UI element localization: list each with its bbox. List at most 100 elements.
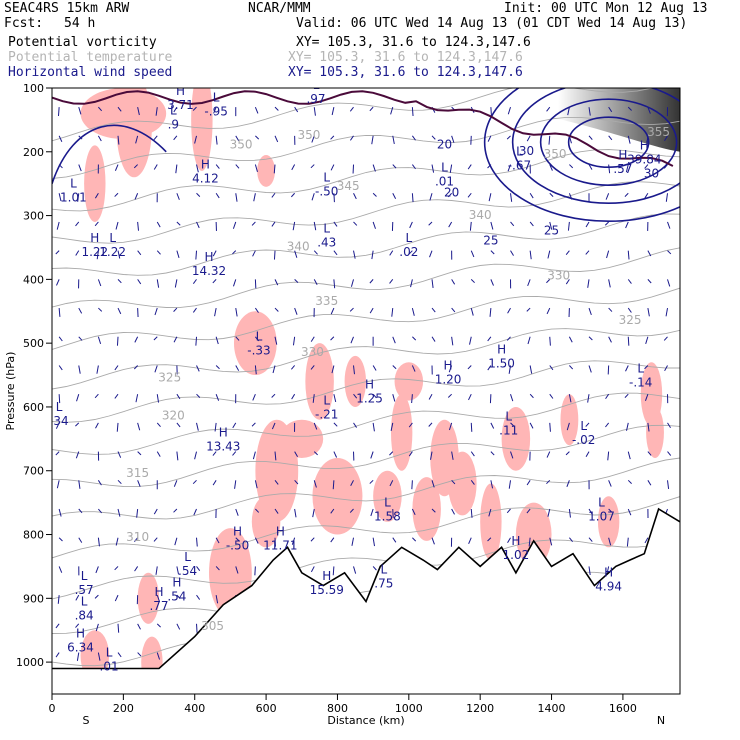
wind-vector (117, 106, 122, 112)
wind-vector (647, 250, 652, 257)
wind-vector (274, 307, 279, 312)
wind-vector (529, 365, 533, 374)
wind-vector (428, 422, 433, 427)
wind-vector (627, 279, 632, 284)
wind-vector (57, 107, 60, 117)
extremum-type-label: L (323, 394, 330, 408)
wind-vector (392, 537, 397, 543)
x-tick-label: 1000 (395, 702, 423, 715)
wind-vector (235, 365, 240, 371)
theta-contour-label: 340 (469, 208, 492, 222)
wind-vector (174, 537, 178, 546)
wind-vector (94, 221, 99, 227)
wind-vector (370, 508, 374, 517)
wind-vector (470, 250, 475, 258)
wind-vector (214, 422, 217, 432)
x-tick-label: 400 (184, 702, 205, 715)
wind-vector (506, 336, 511, 341)
extremum-type-label: L (516, 145, 523, 159)
wind-vector (549, 365, 554, 371)
wind-vector (58, 537, 63, 542)
wind-vector (507, 106, 511, 115)
wind-vector (137, 279, 142, 285)
wind-vector (370, 451, 374, 459)
extremum-type-label: L (405, 231, 412, 245)
wind-vector (153, 164, 158, 170)
wind-vector (647, 451, 652, 456)
wind-vector (331, 365, 335, 374)
wind-vector (117, 451, 122, 458)
wind-vector (176, 566, 180, 575)
wind-vector (294, 479, 299, 485)
wind-vector (333, 422, 338, 427)
wind-vector (646, 135, 649, 145)
wind-vector (117, 508, 121, 517)
wind-vector (351, 537, 355, 546)
wind-vector (663, 164, 668, 169)
wind-vector (78, 508, 83, 514)
wind-vector (76, 652, 80, 661)
wind-vector (411, 508, 416, 516)
wind-vector (98, 307, 103, 312)
wind-vector (429, 250, 433, 258)
wind-vector (291, 164, 296, 171)
wind-vector (116, 422, 119, 432)
wind-vector (449, 164, 453, 173)
wind-vector (526, 480, 531, 486)
wind-vector (506, 135, 511, 140)
wind-vector (294, 106, 299, 113)
y-tick-label: 800 (23, 529, 44, 542)
wind-vector (468, 393, 472, 401)
x-tick-label: 0 (49, 702, 56, 715)
y-tick-label: 100 (23, 82, 44, 95)
org-label: NCAR/MMM (248, 1, 311, 16)
wind-vector (330, 164, 335, 171)
wind-vector (490, 422, 495, 429)
wind-vector (215, 365, 220, 370)
wind-vector (647, 106, 651, 114)
wind-vector (667, 250, 672, 255)
wind-vector (588, 307, 592, 316)
wind-vector (58, 135, 63, 142)
wind-vector (94, 192, 99, 199)
wind-vector (254, 537, 259, 544)
wind-vector (137, 652, 142, 657)
wind-vector (58, 308, 61, 317)
wind-vector (313, 451, 318, 456)
pv-shading-blob (646, 406, 664, 458)
wind-vector (430, 451, 433, 460)
extremum-type-label: H (233, 524, 242, 538)
theta-contour-label: 315 (126, 466, 149, 480)
theta-contour-line (52, 213, 680, 276)
wind-vector (411, 164, 416, 170)
theta-contour-line (52, 149, 680, 212)
wind-vector (627, 451, 631, 460)
wind-vector (470, 279, 475, 284)
wind-vector (215, 595, 219, 604)
wind-vector (290, 192, 296, 198)
wind-vector (527, 279, 531, 287)
wind-vector (490, 250, 495, 255)
pv-shading-blob (191, 88, 213, 171)
wind-vector (58, 394, 61, 404)
wind-vector (447, 192, 453, 198)
wind-vector (294, 508, 297, 518)
wind-vector (627, 250, 630, 260)
wind-vector (431, 336, 436, 342)
wind-vector (608, 508, 613, 513)
wind-vector (409, 221, 413, 229)
wind-vector (549, 537, 553, 546)
extremum-value-label: .75 (374, 577, 393, 591)
wind-vector (310, 537, 315, 542)
wind-vector (333, 250, 338, 256)
extremum-type-label: L (441, 161, 448, 175)
forecast-hours: 54 h (64, 16, 96, 31)
wind-vector (510, 221, 515, 227)
y-tick-label: 700 (23, 465, 44, 478)
wind-vector (97, 135, 102, 142)
wind-vector (154, 307, 158, 316)
wind-vector (274, 508, 279, 514)
wind-vector (547, 508, 551, 517)
wind-vector (549, 192, 554, 197)
x-tick-label: 1200 (466, 702, 494, 715)
